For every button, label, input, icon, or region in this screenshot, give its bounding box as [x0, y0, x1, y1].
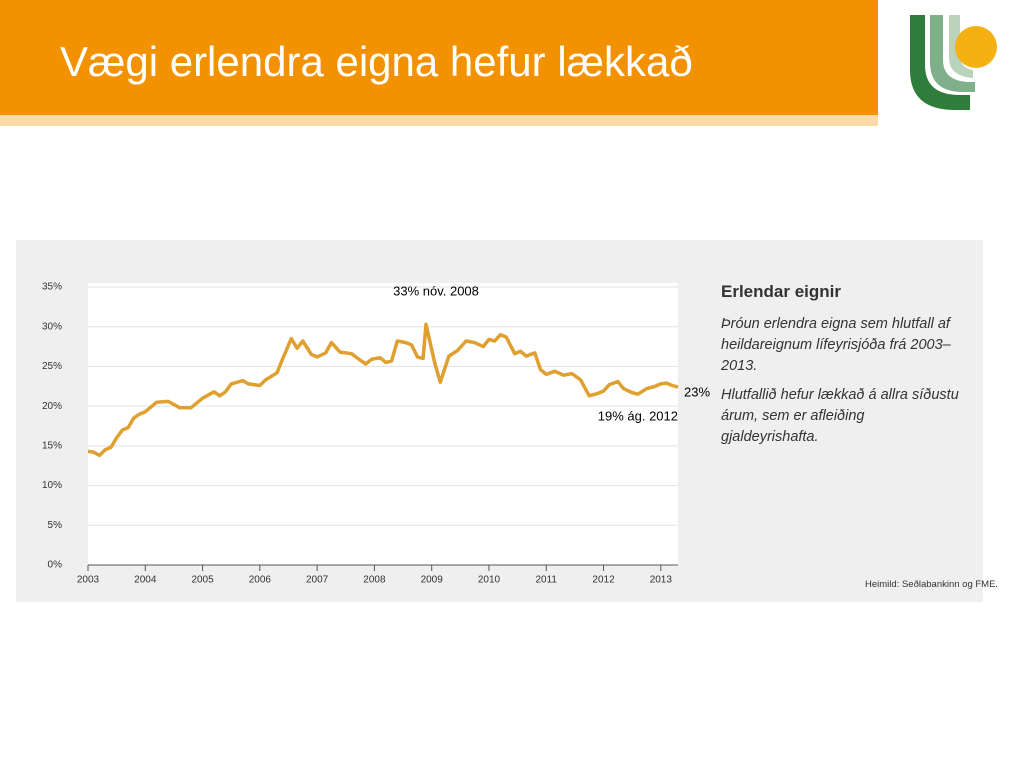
y-tick-label: 30%	[42, 321, 62, 332]
annotation: 23%	[684, 384, 710, 399]
y-tick-label: 15%	[42, 440, 62, 451]
logo-arc	[910, 15, 970, 110]
x-tick-label: 2008	[363, 575, 386, 586]
header-bar	[0, 0, 878, 115]
y-tick-label: 25%	[42, 361, 62, 372]
x-tick-label: 2004	[134, 575, 157, 586]
x-tick-label: 2012	[592, 575, 615, 586]
panel-title: Erlendar eignir	[721, 282, 841, 301]
panel-paragraph: Þróun erlendra eigna sem hlutfall af hei…	[721, 316, 951, 374]
x-tick-label: 2013	[650, 575, 673, 586]
annotation: 33% nóv. 2008	[393, 283, 479, 298]
x-tick-label: 2007	[306, 575, 329, 586]
annotation: 19% ág. 2012	[598, 408, 678, 423]
source: Heimild: Seðlabankinn og FME.	[865, 579, 999, 590]
x-tick-label: 2009	[421, 575, 444, 586]
logo-sun	[955, 26, 997, 68]
data-line	[87, 322, 679, 458]
logo-arc	[930, 15, 975, 92]
y-tick-label: 20%	[42, 401, 62, 412]
panel-paragraph: Hlutfallið hefur lækkað á allra síðustu …	[721, 387, 959, 445]
x-tick-label: 2006	[249, 575, 272, 586]
side-text: Erlendar eignir Þróun erlendra eigna sem…	[721, 282, 961, 456]
y-tick-label: 10%	[42, 480, 62, 491]
x-tick-label: 2010	[478, 575, 501, 586]
plot-area	[88, 283, 678, 565]
x-tick-label: 2005	[191, 575, 214, 586]
y-tick-label: 35%	[42, 282, 62, 293]
logo-arc	[949, 15, 973, 78]
slide-title: Vægi erlendra eigna hefur lækkað	[60, 38, 693, 85]
x-tick-label: 2003	[77, 575, 100, 586]
y-tick-label: 0%	[48, 560, 63, 571]
header-strip	[0, 115, 878, 126]
x-tick-label: 2011	[535, 575, 557, 586]
logo	[910, 15, 997, 110]
y-tick-label: 5%	[48, 520, 63, 531]
